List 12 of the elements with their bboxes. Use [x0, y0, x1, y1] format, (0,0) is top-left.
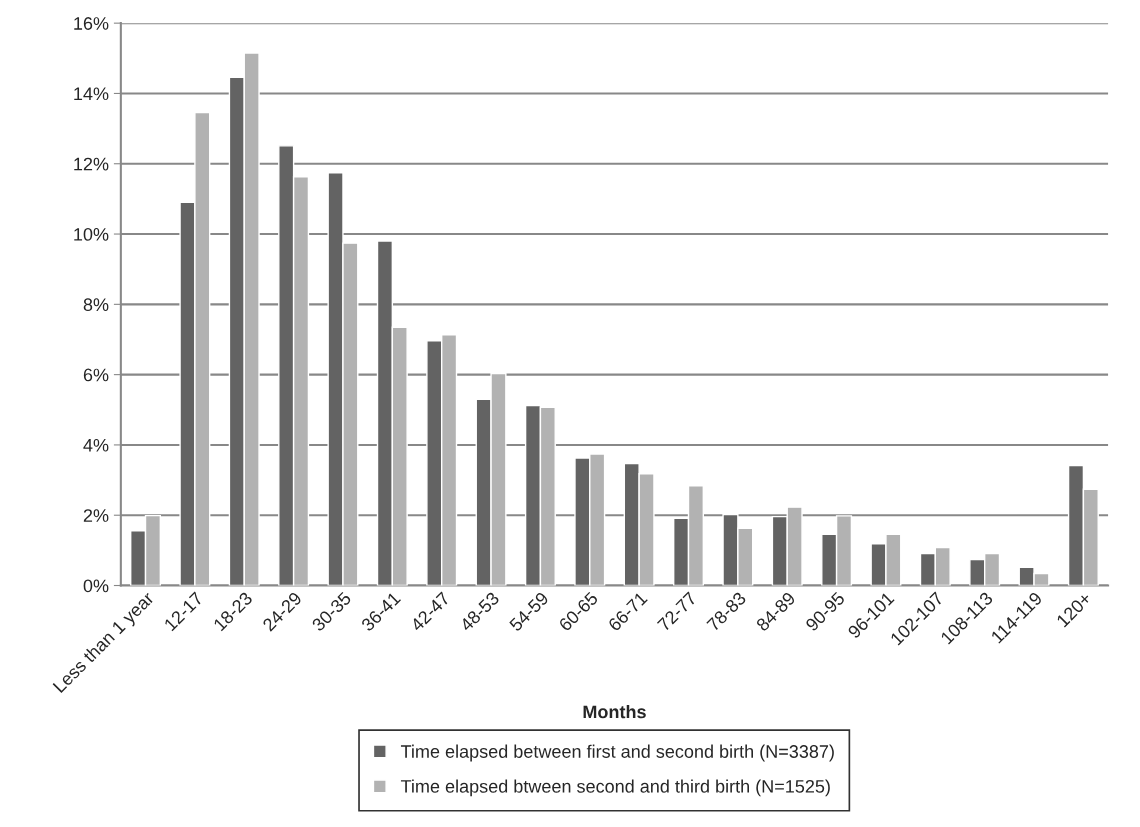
y-tick-label: 2%: [83, 509, 109, 522]
legend-label: Time elapsed between first and second birth (N=3387): [400, 744, 834, 762]
y-tick-label: 0%: [83, 579, 109, 593]
y-tick-label: 16%: [74, 17, 109, 30]
y-tick-label: 4%: [83, 438, 109, 452]
y-tick-label: 14%: [74, 87, 109, 101]
y-tick-label: 8%: [83, 298, 109, 312]
y-tick-label: 12%: [74, 157, 109, 171]
y-tick-label: 10%: [74, 227, 109, 241]
legend-label: Time elapsed btween second and third birth (N=1525): [400, 779, 830, 797]
y-tick-label: 6%: [83, 368, 109, 382]
x-axis-title: Months: [583, 705, 646, 719]
